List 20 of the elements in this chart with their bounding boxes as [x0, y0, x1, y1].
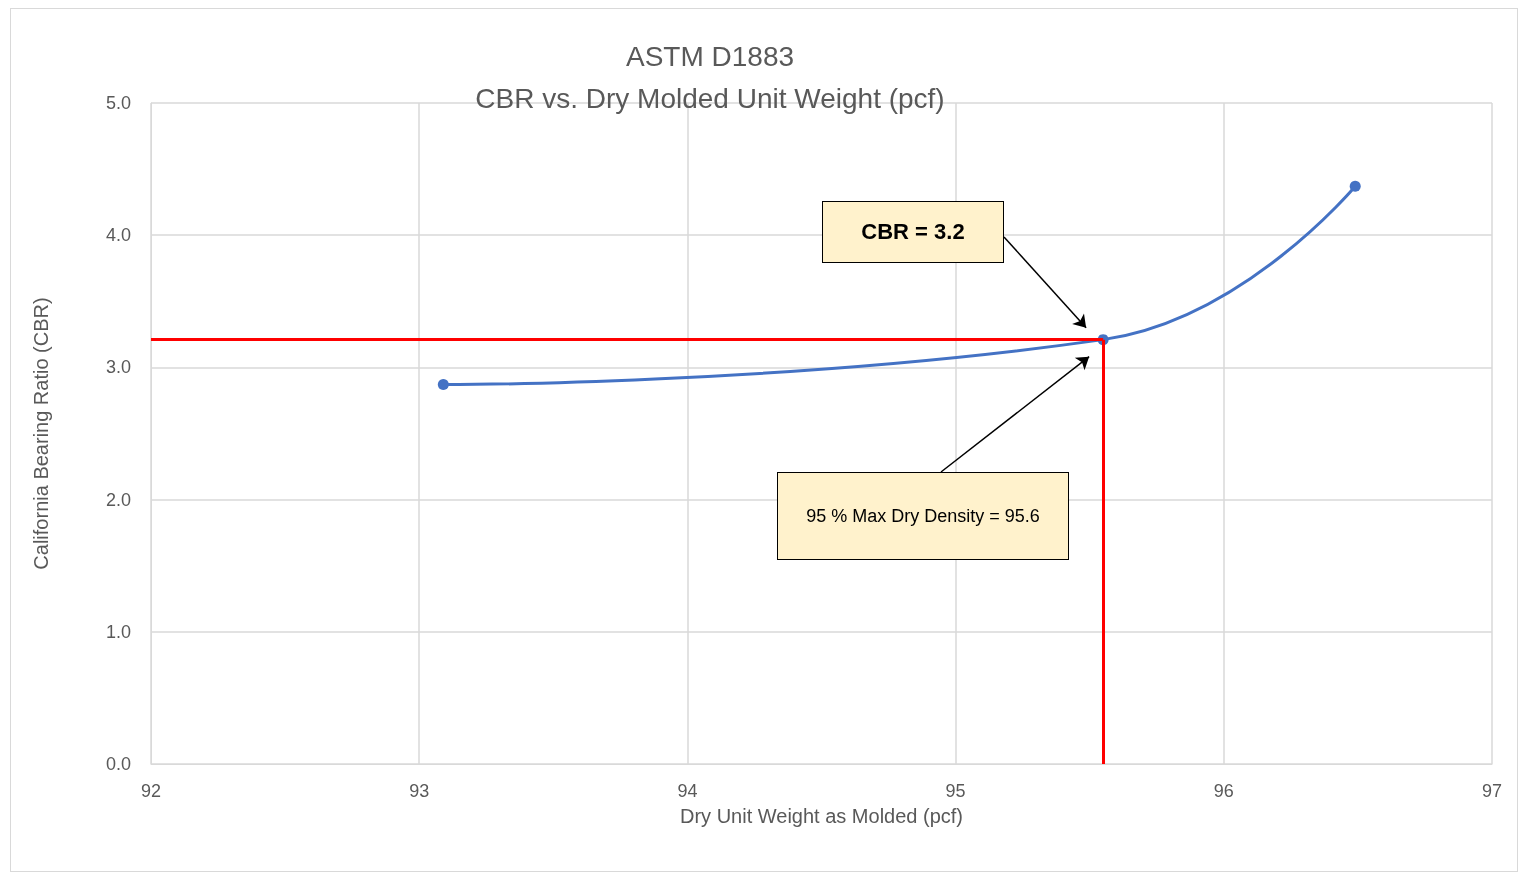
x-tick-label: 97: [1481, 781, 1503, 801]
y-tick-label: 2.0: [105, 489, 131, 510]
point: [1349, 180, 1361, 192]
y-tick-label: 4.0: [105, 225, 131, 246]
chart-title: ASTM D1883: [625, 40, 795, 72]
point: [437, 379, 449, 391]
y-tick-label: 1.0: [105, 621, 131, 642]
y-tick-label: 0.0: [105, 754, 131, 774]
x-tick-label: 95: [945, 781, 966, 801]
x-tick-label: 96: [1213, 781, 1234, 801]
y-tick-label: 3.0: [105, 357, 131, 378]
chart-subtitle: CBR vs. Dry Molded Unit Weight (pcf): [475, 82, 945, 114]
x-tick-label: 93: [409, 781, 430, 801]
callout-box: 95 % Max Dry Density = 95.6: [777, 472, 1069, 560]
y-tick-label: 5.0: [105, 93, 131, 113]
x-axis-title: Dry Unit Weight as Molded (pcf): [679, 805, 964, 827]
x-tick-label: 94: [677, 781, 698, 801]
callout-box: CBR = 3.2: [822, 201, 1004, 263]
y-axis-title: California Bearing Ratio (CBR): [30, 297, 52, 570]
x-tick-label: 92: [140, 781, 162, 801]
